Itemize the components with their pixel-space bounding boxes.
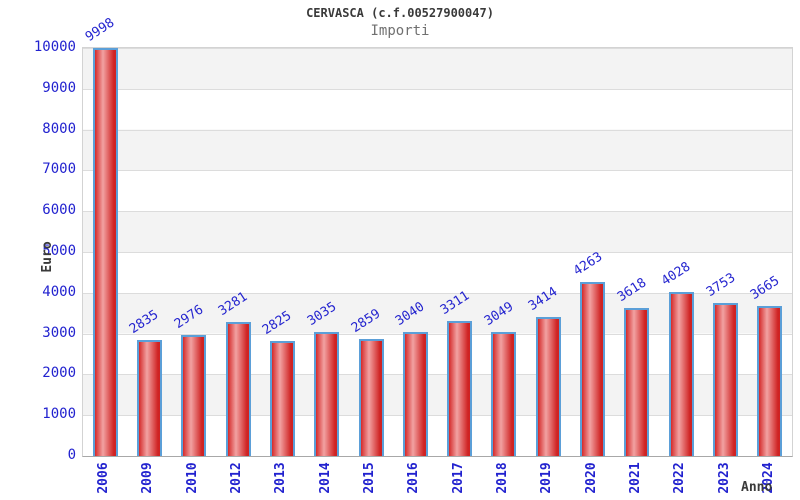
- bar-2020: [580, 282, 606, 456]
- x-tick-label: 2022: [672, 462, 688, 494]
- bar-2014: [314, 332, 340, 456]
- gridline: [83, 88, 792, 90]
- x-tick-label: 2018: [494, 462, 510, 494]
- x-axis-label: Anno: [741, 480, 773, 495]
- x-tick-label: 2023: [716, 462, 732, 494]
- y-tick-label: 0: [67, 447, 76, 463]
- bar-2015: [358, 339, 384, 456]
- bar-2017: [447, 320, 473, 456]
- x-tick-label: 2016: [406, 462, 422, 494]
- y-tick-label: 9000: [42, 79, 76, 96]
- x-tick-label: 2013: [273, 462, 289, 494]
- plot-area: 9998 2835 2976 3281 2825 3035 2859 3040 3311 3049…: [82, 15, 793, 457]
- x-tick-label: 2015: [362, 462, 378, 494]
- gridline: [83, 292, 792, 294]
- bar-value-label: 3281: [215, 289, 251, 320]
- gridline: [83, 211, 792, 213]
- y-tick-label: 2000: [42, 365, 76, 382]
- bar-value-label: 3049: [481, 298, 517, 329]
- x-tick-label: 2021: [627, 462, 643, 494]
- x-tick-label: 2010: [184, 462, 200, 494]
- bar-2006: [92, 48, 118, 456]
- x-tick-label: 2014: [317, 462, 333, 494]
- gridline: [83, 333, 792, 335]
- y-tick-label: 1000: [42, 406, 76, 423]
- bar-value-label: 4263: [570, 249, 605, 280]
- x-tick-label: 2020: [583, 462, 599, 494]
- y-axis-label: Euro: [40, 241, 55, 273]
- bar-value-label: 3040: [393, 299, 428, 329]
- bar-value-label: 3035: [304, 299, 339, 330]
- x-tick-label: 2017: [450, 462, 466, 494]
- bar-2012: [225, 322, 251, 456]
- bar-value-label: 3618: [614, 275, 650, 306]
- bar-2018: [491, 331, 517, 456]
- gridline: [83, 129, 792, 131]
- bar-2023: [713, 302, 739, 456]
- bar-value-label: 3753: [703, 270, 738, 300]
- bar-2009: [136, 340, 162, 456]
- x-tick-label: 2012: [229, 462, 245, 494]
- bar-2021: [624, 308, 650, 456]
- bar-2019: [535, 316, 561, 456]
- x-tick-label: 2009: [140, 462, 156, 494]
- gridline: [83, 415, 792, 417]
- bar-2016: [402, 331, 428, 456]
- gridline: [83, 374, 792, 376]
- bar-value-label: 4028: [659, 259, 694, 289]
- x-tick-label: 2006: [96, 462, 112, 494]
- chart-title: CERVASCA (c.f.00527900047): [306, 6, 494, 20]
- y-tick-label: 6000: [42, 202, 76, 219]
- bar-2024: [757, 306, 783, 456]
- y-tick-label: 4000: [42, 283, 76, 300]
- gridline: [83, 48, 792, 49]
- bar-2010: [181, 334, 207, 456]
- y-tick-label: 7000: [42, 161, 76, 178]
- bar-value-label: 3414: [526, 284, 561, 314]
- chart-subtitle: Importi: [370, 23, 430, 39]
- y-tick-label: 3000: [42, 324, 76, 341]
- y-tick-label: 5000: [42, 243, 76, 259]
- bar-value-label: 3665: [747, 273, 783, 304]
- bar-value-label: 2859: [348, 306, 384, 337]
- x-tick-label: 2019: [539, 462, 555, 494]
- bar-2013: [269, 340, 295, 456]
- y-tick-label: 10000: [33, 39, 76, 55]
- bar-2022: [668, 291, 694, 456]
- y-tick-label: 8000: [42, 120, 76, 137]
- bar-value-label: 2976: [171, 301, 207, 332]
- gridline: [83, 170, 792, 172]
- gridline: [83, 252, 792, 253]
